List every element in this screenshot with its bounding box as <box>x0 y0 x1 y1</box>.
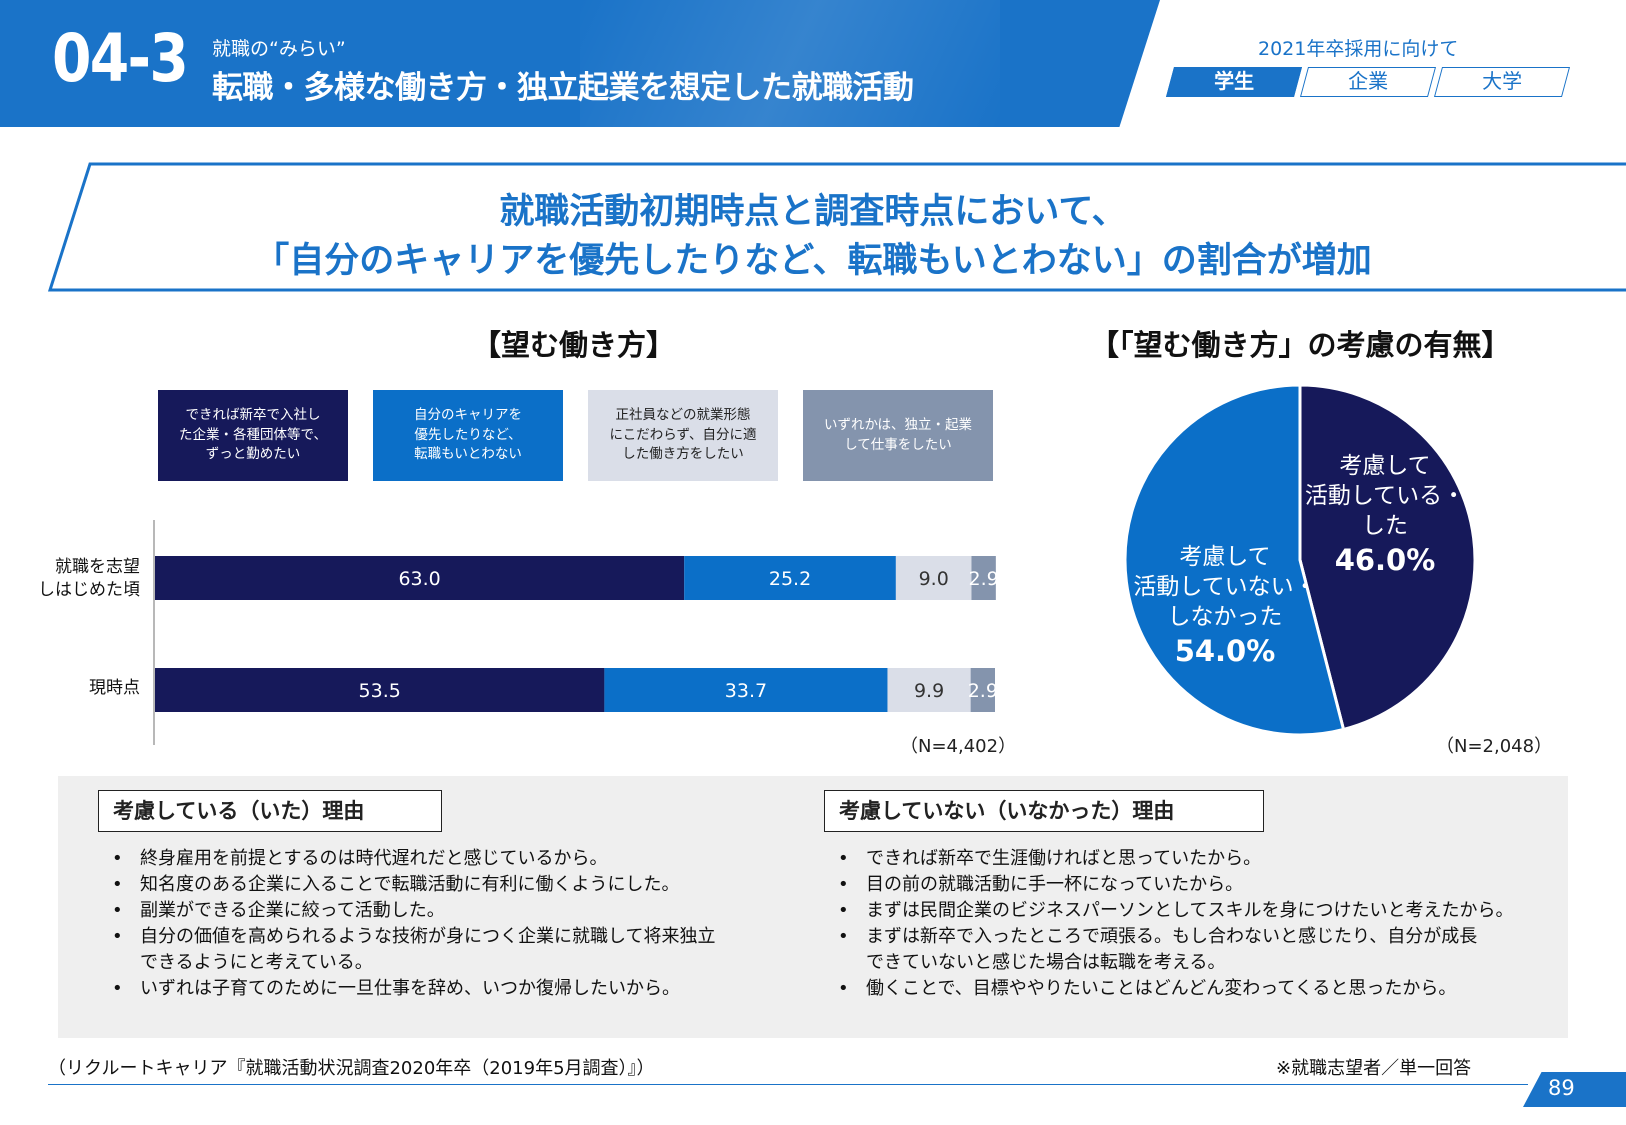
list-item: できれば新卒で生涯働ければと思っていたから。 <box>832 846 1562 872</box>
bar-chart-title: 【望む働き方】 <box>472 328 676 362</box>
legend-label-career: 自分のキャリアを 優先したりなど、 転職もいとわない <box>414 407 522 463</box>
tab-companies[interactable]: 企業 <box>1299 67 1437 97</box>
section-number: 04-3 <box>52 20 189 97</box>
reasons-not-considered-heading: 考慮していない（いなかった）理由 <box>824 790 1264 832</box>
pie-label-not-considered-block: 考慮して 活動していない・ しなかった 54.0% <box>1130 543 1320 670</box>
bar-chart-sample-size: （N=4,402） <box>900 736 1017 757</box>
bar-segment <box>155 556 685 600</box>
list-item: 働くことで、目標ややりたいことはどんどん変わってくると思ったから。 <box>832 976 1562 1002</box>
bar-segment <box>887 668 971 712</box>
pie-slice <box>1123 383 1346 737</box>
list-item: 目の前の就職活動に手一杯になっていたから。 <box>832 872 1562 898</box>
survey-note: ※就職志望者／単一回答 <box>1276 1058 1472 1079</box>
pie-chart-title: 【「望む働き方」の考慮の有無】 <box>1090 328 1511 362</box>
legend-item-independent: いずれかは、独立・起業 して仕事をしたい <box>803 390 993 481</box>
category-label-now: 現時点 <box>89 678 140 698</box>
list-item: まずは新卒で入ったところで頑張る。もし合わないと感じたり、自分が成長 できていな… <box>832 924 1562 976</box>
stacked-bar-chart: 63.0 25.2 9.0 2.9 53.5 33.7 9.9 2.9 <box>153 520 999 745</box>
legend-label-independent: いずれかは、独立・起業 して仕事をしたい <box>824 416 972 453</box>
legend-item-career: 自分のキャリアを 優先したりなど、 転職もいとわない <box>373 390 563 481</box>
bar-segment <box>895 556 972 600</box>
reasons-not-considered-list: できれば新卒で生涯働ければと思っていたから。 目の前の就職活動に手一杯になってい… <box>832 846 1562 1002</box>
pie-chart-sample-size: （N=2,048） <box>1436 736 1553 757</box>
bar-value-label: 25.2 <box>769 568 811 590</box>
bar-value-label: 53.5 <box>359 680 401 702</box>
pie-label-considered-block: 考慮して 活動している・ した 46.0% <box>1300 452 1470 579</box>
source-citation: （リクルートキャリア『就職活動状況調査2020年卒（2019年5月調査）』） <box>48 1058 655 1079</box>
bar-segment <box>971 556 996 600</box>
bar-segment <box>970 668 995 712</box>
legend-item-stay: できれば新卒で入社し た企業・各種団体等で、 ずっと勤めたい <box>158 390 348 481</box>
header-band <box>0 0 1160 127</box>
section-kicker: 就職の“みらい” <box>212 38 346 60</box>
bar-value-label: 63.0 <box>398 568 440 590</box>
headline-frame <box>48 162 1626 292</box>
tab-universities[interactable]: 大学 <box>1433 67 1571 97</box>
page-number-tab <box>1523 1072 1626 1107</box>
reasons-considered-heading: 考慮している（いた）理由 <box>98 790 442 832</box>
list-item: 副業ができる企業に絞って活動した。 <box>106 898 806 924</box>
legend-item-flexible: 正社員などの就業形態 にこだわらず、自分に適 した働き方をしたい <box>588 390 778 481</box>
page-number: 89 <box>1548 1076 1575 1100</box>
pie-label-considered: 考慮して 活動している・ した <box>1304 453 1466 539</box>
bar-segment <box>684 556 896 600</box>
publication-title: 2021年卒採用に向けて <box>1258 38 1459 60</box>
bar-value-label: 9.0 <box>919 568 949 590</box>
bar-value-label: 9.9 <box>914 680 944 702</box>
pie-slice <box>1298 383 1477 732</box>
footer-rule <box>48 1084 1528 1085</box>
bar-value-label: 2.9 <box>968 680 998 702</box>
pie-value-considered: 46.0% <box>1334 542 1436 577</box>
headline-line-2: 「自分のキャリアを優先したりなど、転職もいとわない」の割合が増加 <box>254 241 1372 281</box>
tab-students[interactable]: 学生 <box>1165 67 1303 97</box>
bar-value-label: 2.9 <box>969 568 999 590</box>
reasons-considered-list: 終身雇用を前提とするのは時代遅れだと感じているから。 知名度のある企業に入ること… <box>106 846 806 1002</box>
section-title: 転職・多様な働き方・独立起業を想定した就職活動 <box>212 70 914 106</box>
list-item: 自分の価値を高められるような技術が身につく企業に就職して将来独立 できるようにと… <box>106 924 806 976</box>
list-item: まずは民間企業のビジネスパーソンとしてスキルを身につけたいと考えたから。 <box>832 898 1562 924</box>
tab-students-label: 学生 <box>1214 69 1255 93</box>
bar-segment <box>604 668 888 712</box>
list-item: 終身雇用を前提とするのは時代遅れだと感じているから。 <box>106 846 806 872</box>
pie-value-not-considered: 54.0% <box>1174 633 1276 668</box>
legend-label-flexible: 正社員などの就業形態 にこだわらず、自分に適 した働き方をしたい <box>609 407 757 463</box>
headline-line-1: 就職活動初期時点と調査時点において、 <box>499 192 1127 232</box>
legend-label-stay: できれば新卒で入社し た企業・各種団体等で、 ずっと勤めたい <box>179 407 327 463</box>
tab-companies-label: 企業 <box>1348 69 1389 93</box>
bar-value-label: 33.7 <box>725 680 767 702</box>
pie-chart <box>1123 383 1477 737</box>
tab-universities-label: 大学 <box>1482 69 1523 93</box>
category-label-initial: 就職を志望 しはじめた頃 <box>38 557 140 600</box>
list-item: いずれは子育てのために一旦仕事を辞め、いつか復帰したいから。 <box>106 976 806 1002</box>
pie-label-not-considered: 考慮して 活動していない・ しなかった <box>1133 544 1317 630</box>
bar-segment <box>155 668 605 712</box>
list-item: 知名度のある企業に入ることで転職活動に有利に働くようにした。 <box>106 872 806 898</box>
